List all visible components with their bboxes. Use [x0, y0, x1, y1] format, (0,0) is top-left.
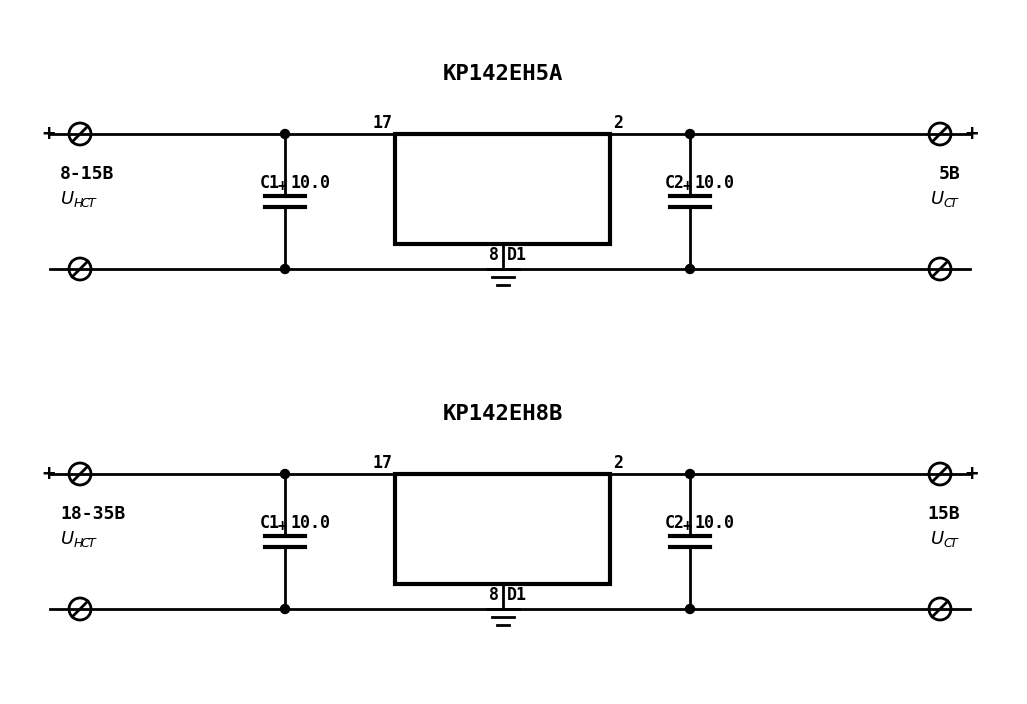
Circle shape — [685, 605, 694, 613]
Text: 15B: 15B — [927, 505, 960, 523]
Text: 17: 17 — [372, 454, 392, 472]
Text: +: + — [277, 519, 287, 534]
Text: +: + — [965, 124, 978, 144]
Text: C2: C2 — [665, 515, 685, 532]
Text: +: + — [42, 464, 55, 484]
Text: C1: C1 — [260, 515, 280, 532]
Text: 10.0: 10.0 — [290, 515, 330, 532]
Circle shape — [280, 605, 290, 613]
Text: +: + — [42, 124, 55, 144]
Circle shape — [280, 265, 290, 273]
Text: 2: 2 — [613, 454, 623, 472]
Text: +: + — [682, 179, 691, 194]
Text: $\mathit{U}_{H\!C\!T}$: $\mathit{U}_{H\!C\!T}$ — [60, 529, 98, 549]
Text: +: + — [277, 179, 287, 194]
FancyBboxPatch shape — [395, 474, 610, 584]
Text: 2: 2 — [613, 114, 623, 132]
Circle shape — [685, 130, 694, 139]
Text: 10.0: 10.0 — [290, 175, 330, 192]
Circle shape — [280, 470, 290, 479]
Text: KP142EH5A: KP142EH5A — [443, 64, 563, 84]
Text: 8: 8 — [489, 586, 498, 604]
Text: +: + — [965, 464, 978, 484]
Circle shape — [280, 130, 290, 139]
Text: KP142EH8B: KP142EH8B — [443, 404, 563, 424]
Text: $\mathit{U}_{C\!T}$: $\mathit{U}_{C\!T}$ — [929, 529, 960, 549]
Text: 5B: 5B — [939, 165, 960, 183]
Text: 18-35B: 18-35B — [60, 505, 125, 523]
Text: C1: C1 — [260, 175, 280, 192]
Circle shape — [685, 265, 694, 273]
Text: +: + — [682, 519, 691, 534]
Text: 17: 17 — [372, 114, 392, 132]
FancyBboxPatch shape — [395, 134, 610, 244]
Text: $\mathit{U}_{C\!T}$: $\mathit{U}_{C\!T}$ — [929, 189, 960, 209]
Text: 10.0: 10.0 — [695, 175, 735, 192]
Text: C2: C2 — [665, 175, 685, 192]
Text: 10.0: 10.0 — [695, 515, 735, 532]
Text: 8-15B: 8-15B — [60, 165, 114, 183]
Text: $\mathit{U}_{H\!C\!T}$: $\mathit{U}_{H\!C\!T}$ — [60, 189, 98, 209]
Circle shape — [685, 470, 694, 479]
Text: 8: 8 — [489, 246, 498, 264]
Text: D1: D1 — [506, 246, 527, 264]
Text: D1: D1 — [506, 586, 527, 604]
